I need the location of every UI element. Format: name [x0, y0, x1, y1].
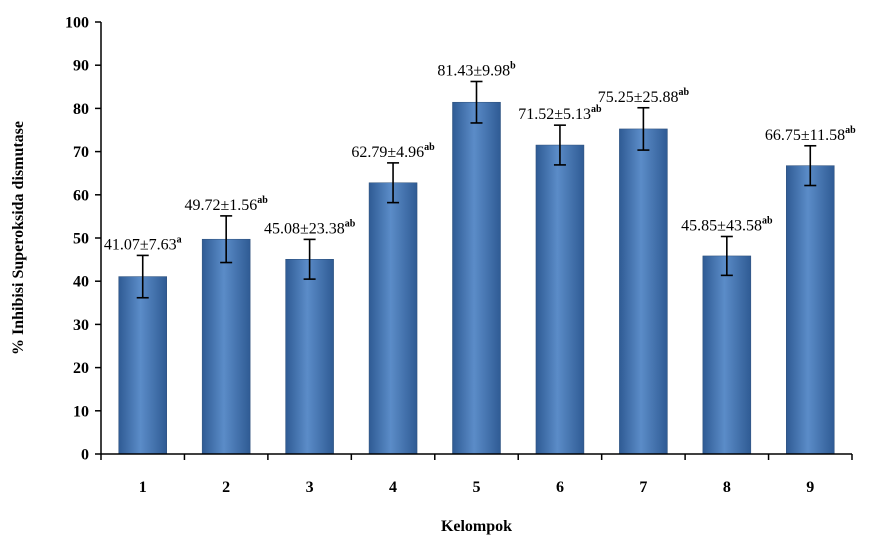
x-tick-label: 3	[306, 479, 314, 496]
data-label-9: 66.75±11.58ab	[765, 125, 856, 144]
x-axis-ticks: 1 2 3 4 5 6 7 8 9	[100, 454, 853, 496]
x-tick-label: 2	[222, 479, 230, 496]
x-tick-label: 5	[473, 479, 481, 496]
bar-3	[285, 259, 334, 455]
data-label-2: 49.72±1.56ab	[184, 195, 268, 214]
bar-9	[786, 165, 835, 455]
error-bar-2	[220, 215, 233, 264]
bar-4	[368, 182, 418, 455]
x-tick-label: 8	[723, 479, 731, 496]
y-tick-label: 100	[65, 15, 89, 32]
error-bar-3	[303, 238, 316, 280]
data-label-6: 71.52±5.13ab	[518, 104, 602, 123]
error-bar-4	[387, 162, 400, 204]
y-tick-label: 30	[73, 317, 89, 334]
y-tick-label: 0	[81, 447, 89, 464]
y-tick-label: 70	[73, 144, 89, 161]
x-tick-label: 7	[639, 479, 647, 496]
y-tick-label: 40	[73, 274, 89, 291]
y-axis-title: % Inhibisi Superoksida dismutase	[10, 121, 27, 355]
y-tick-label: 50	[73, 231, 89, 248]
error-bar-5	[470, 80, 483, 124]
data-label-5: 81.43±9.98b	[437, 60, 516, 79]
error-bar-6	[553, 124, 566, 166]
bar-1	[118, 276, 167, 455]
bar-8	[702, 255, 752, 455]
error-bars	[136, 80, 817, 299]
bar-2	[201, 238, 251, 455]
bars	[118, 101, 835, 455]
y-tick-label: 90	[73, 58, 89, 75]
data-label-4: 62.79±4.96ab	[351, 142, 435, 161]
y-tick-label: 80	[73, 101, 89, 118]
data-labels: 41.07±7.63a 49.72±1.56ab 45.08±23.38ab 62.7…	[104, 60, 856, 253]
x-tick-label: 1	[139, 479, 147, 496]
y-axis-ticks: 0 10 20 30 40 50 60 70 80 90 100	[65, 15, 101, 464]
error-bar-8	[720, 235, 733, 277]
error-bar-7	[637, 106, 650, 151]
x-tick-label: 4	[389, 479, 397, 496]
y-tick-label: 60	[73, 187, 89, 204]
y-tick-label: 10	[73, 403, 89, 420]
y-tick-label: 20	[73, 360, 89, 377]
x-tick-label: 6	[556, 479, 564, 496]
data-label-1: 41.07±7.63a	[104, 234, 182, 253]
x-tick-label: 9	[806, 479, 814, 496]
x-axis-title: Kelompok	[441, 518, 512, 535]
data-label-7: 75.25±25.88ab	[598, 87, 690, 106]
data-label-8: 45.85±43.58ab	[681, 215, 773, 234]
error-bar-9	[804, 144, 817, 187]
bar-6	[535, 144, 585, 455]
bar-5	[452, 101, 501, 455]
data-label-3: 45.08±23.38ab	[264, 218, 356, 237]
bar-7	[619, 128, 668, 455]
error-bar-1	[136, 254, 149, 299]
